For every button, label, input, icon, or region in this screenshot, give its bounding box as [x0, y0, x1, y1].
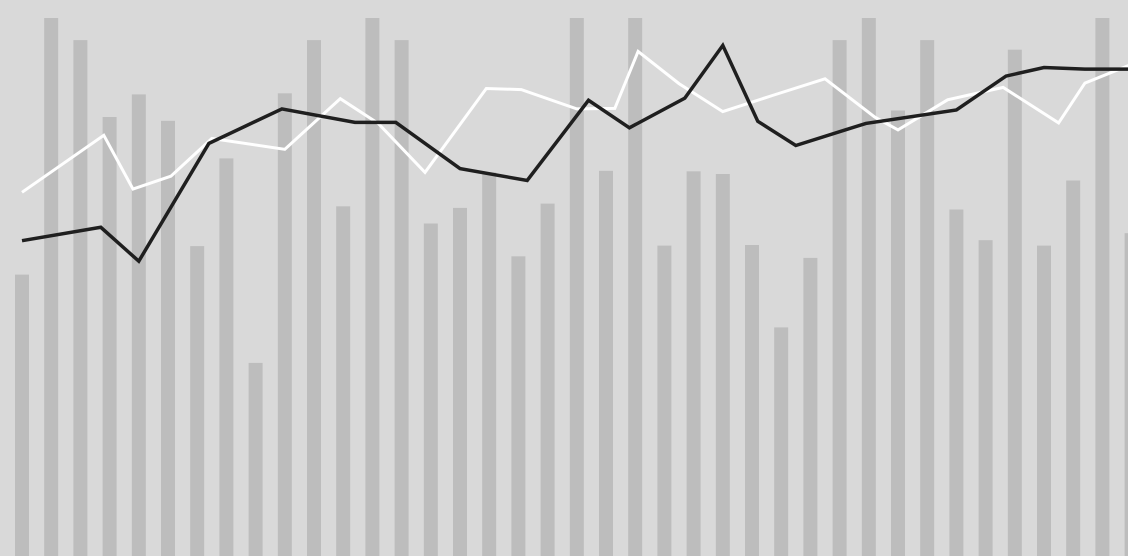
bar-15	[453, 207, 467, 556]
bars-layer	[15, 18, 1128, 556]
bar-18	[540, 203, 555, 556]
bar-38	[1124, 233, 1128, 556]
bar-30	[891, 110, 905, 556]
bar-31	[920, 40, 935, 556]
bar-11	[336, 206, 351, 556]
bar-1	[44, 18, 59, 556]
bar-17	[511, 256, 526, 556]
bar-9	[277, 93, 292, 556]
bar-25	[745, 245, 759, 556]
bar-22	[657, 245, 672, 556]
bar-20	[599, 170, 613, 556]
bar-29	[861, 18, 876, 556]
bar-21	[628, 18, 643, 556]
bar-37	[1095, 18, 1110, 556]
bar-10	[307, 40, 321, 556]
bar-4	[131, 94, 146, 556]
bar-32	[949, 209, 964, 556]
bar-27	[803, 257, 818, 556]
bar-33	[978, 240, 993, 556]
bar-6	[190, 246, 205, 556]
bar-26	[774, 327, 789, 556]
bar-23	[686, 171, 701, 556]
bar-0	[15, 274, 29, 556]
bar-35	[1037, 245, 1051, 556]
bar-24	[715, 174, 730, 556]
bar-13	[394, 40, 409, 556]
lines-layer	[21, 41, 1128, 264]
bar-36	[1066, 180, 1081, 556]
bar-16	[482, 172, 497, 556]
series-line-light	[21, 48, 1128, 194]
bar-2	[73, 40, 88, 556]
bar-7	[219, 158, 234, 556]
bar-19	[569, 18, 584, 556]
bar-28	[832, 40, 847, 556]
bar-12	[365, 18, 380, 556]
bar-8	[248, 362, 263, 556]
series-line-dark	[21, 41, 1128, 264]
bar-5	[161, 120, 175, 556]
bar-3	[102, 117, 117, 556]
bar-14	[423, 223, 438, 556]
bar-34	[1007, 49, 1022, 556]
